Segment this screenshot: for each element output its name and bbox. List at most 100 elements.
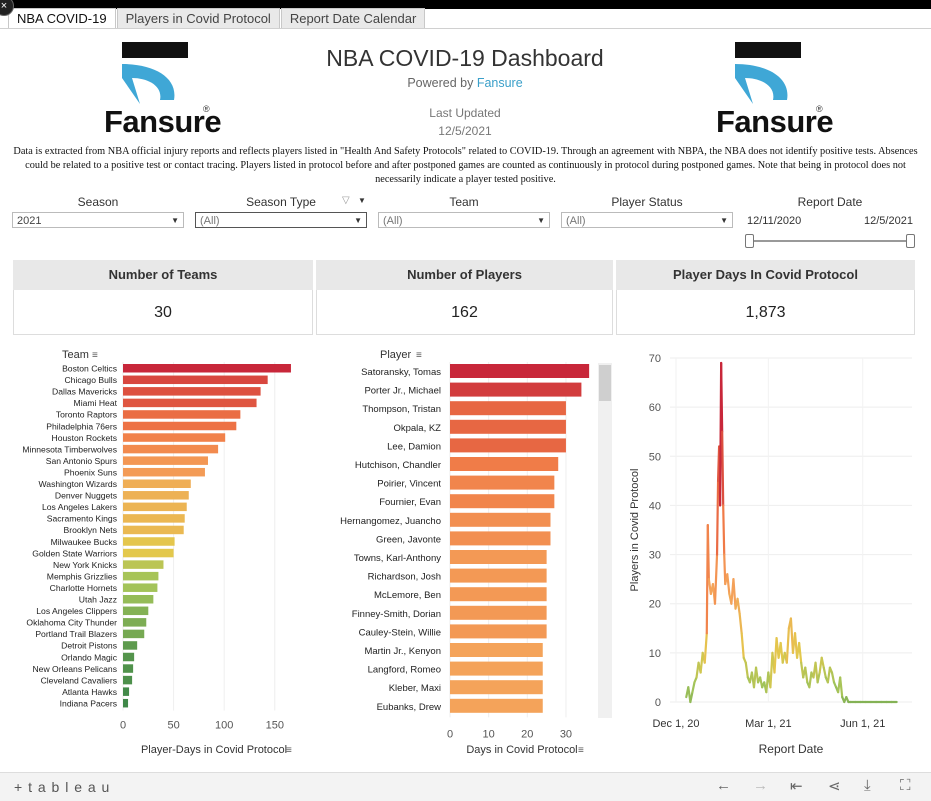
team-bar <box>123 410 241 419</box>
line-segment <box>839 676 844 699</box>
line-segment <box>736 597 741 615</box>
dashboard-title: NBA COVID-19 Dashboard <box>326 45 604 71</box>
kpi-player-days-value: 1,873 <box>616 290 915 335</box>
player-bar <box>450 382 582 397</box>
line-segment <box>689 691 694 704</box>
window-top-bar <box>0 0 931 9</box>
team-label: Detroit Pistons <box>61 641 117 651</box>
powered-by: Powered by Fansure <box>300 76 630 90</box>
player-bar-chart: Player ≡ 0 10 20 30 Satoransky, Tomas Porter Jr… <box>340 349 590 756</box>
team-bar <box>123 675 133 685</box>
last-updated-label: Last Updated <box>429 106 501 120</box>
player-list-scrollbar[interactable] <box>598 363 612 718</box>
x-tick-label: 0 <box>447 728 453 740</box>
team-label: Boston Celtics <box>62 364 117 374</box>
team-bar <box>123 548 174 558</box>
team-select[interactable]: (All) ▼ <box>378 212 550 228</box>
season-type-value: (All) <box>200 215 220 227</box>
y-axis-title: Players in Covid Protocol <box>629 469 641 592</box>
report-date-start: 12/11/2020 <box>747 215 802 227</box>
line-segment <box>715 479 720 556</box>
close-icon[interactable]: × <box>0 0 14 16</box>
powered-brand-link[interactable]: Fansure <box>476 76 523 90</box>
player-label: Towns, Karl-Anthony <box>354 553 441 564</box>
line-segment <box>713 553 719 605</box>
download-icon[interactable]: ⤓ <box>864 777 871 794</box>
player-bar <box>450 587 547 602</box>
player-label: Okpala, KZ <box>393 423 441 434</box>
tab-report-date-calendar[interactable]: Report Date Calendar <box>280 8 426 28</box>
fansure-logo-mark <box>735 42 801 104</box>
team-label: Dallas Mavericks <box>52 387 117 397</box>
tab-players-in-covid-protocol[interactable]: Players in Covid Protocol <box>116 8 280 28</box>
team-bar <box>123 467 205 477</box>
line-segment <box>808 671 813 689</box>
fansure-logo-text-left: Fansure <box>104 104 222 139</box>
tab-nba-covid[interactable]: NBA COVID-19 <box>8 8 116 28</box>
date-slider-track[interactable] <box>748 240 914 242</box>
last-updated: Last Updated 12/5/2021 <box>380 104 550 140</box>
y-tick-label: 30 <box>649 550 661 562</box>
player-label: Langford, Romeo <box>368 665 441 676</box>
team-bar <box>123 364 291 373</box>
revert-icon[interactable]: ⇤ <box>790 778 803 795</box>
powered-prefix: Powered by <box>407 76 477 90</box>
kpi-players-header: Number of Players <box>316 260 613 290</box>
season-type-select[interactable]: (All) ▼ <box>195 212 367 228</box>
line-segment <box>744 661 749 679</box>
team-label: New York Knicks <box>53 560 117 570</box>
line-segment <box>740 632 745 659</box>
team-label: Portland Trail Blazers <box>35 629 117 639</box>
kpi-teams-header: Number of Teams <box>13 260 313 290</box>
season-type-label: Season Type <box>246 195 316 209</box>
season-select[interactable]: 2021 ▼ <box>12 212 184 228</box>
player-bar <box>450 401 566 416</box>
x-tick-label: 30 <box>560 728 572 740</box>
player-status-select[interactable]: (All) ▼ <box>561 212 733 228</box>
team-label: Chicago Bulls <box>64 375 117 385</box>
team-label: San Antonio Spurs <box>46 456 117 466</box>
team-bar <box>123 444 219 454</box>
line-segment <box>720 361 724 433</box>
player-label: Hernangomez, Juancho <box>340 516 441 527</box>
line-segment <box>726 573 731 595</box>
share-icon[interactable]: ⋖ <box>828 778 841 795</box>
player-label: Finney-Smith, Dorian <box>352 609 441 620</box>
scrollbar-thumb[interactable] <box>599 365 611 401</box>
menu-chevron-icon[interactable]: ▼ <box>358 196 366 205</box>
undo-icon[interactable]: ← <box>716 777 731 794</box>
fullscreen-icon[interactable]: ⛶ <box>900 777 911 794</box>
team-bar <box>123 514 185 523</box>
date-slider-end-handle[interactable] <box>906 234 915 248</box>
player-label: Lee, Damion <box>387 441 441 452</box>
y-tick-label: 0 <box>655 697 661 709</box>
registered-mark: ® <box>203 104 210 114</box>
player-bar <box>450 531 551 546</box>
redo-icon[interactable]: → <box>753 777 768 794</box>
tableau-logo[interactable]: + t a b l e a u <box>14 779 111 795</box>
chevron-down-icon: ▼ <box>354 216 362 225</box>
team-label: Houston Rockets <box>52 433 117 443</box>
team-bar <box>123 491 189 500</box>
tab-bar: NBA COVID-19 Players in Covid Protocol R… <box>8 8 426 28</box>
player-axis-header: Player <box>380 349 412 361</box>
filter-icon[interactable]: ▽ <box>342 195 350 206</box>
y-tick-label: 40 <box>649 500 661 512</box>
chevron-down-icon: ▼ <box>537 216 545 225</box>
x-tick-label: Dec 1, 20 <box>652 718 699 730</box>
team-label: Los Angeles Lakers <box>42 502 117 512</box>
team-bar <box>123 398 257 408</box>
team-bar <box>123 479 191 488</box>
line-segment <box>820 656 825 669</box>
player-bar <box>450 624 547 639</box>
x-axis-title: Report Date <box>759 742 824 756</box>
report-date-label: Report Date <box>797 195 863 209</box>
team-bar <box>123 698 129 708</box>
team-axis-header: Team <box>62 349 89 361</box>
data-description: Data is extracted from NBA official inju… <box>13 146 918 185</box>
team-bar <box>123 375 268 385</box>
player-bar <box>450 475 555 490</box>
date-slider-start-handle[interactable] <box>745 234 754 248</box>
team-label: Toronto Raptors <box>56 410 117 420</box>
team-label: Utah Jazz <box>79 595 117 605</box>
